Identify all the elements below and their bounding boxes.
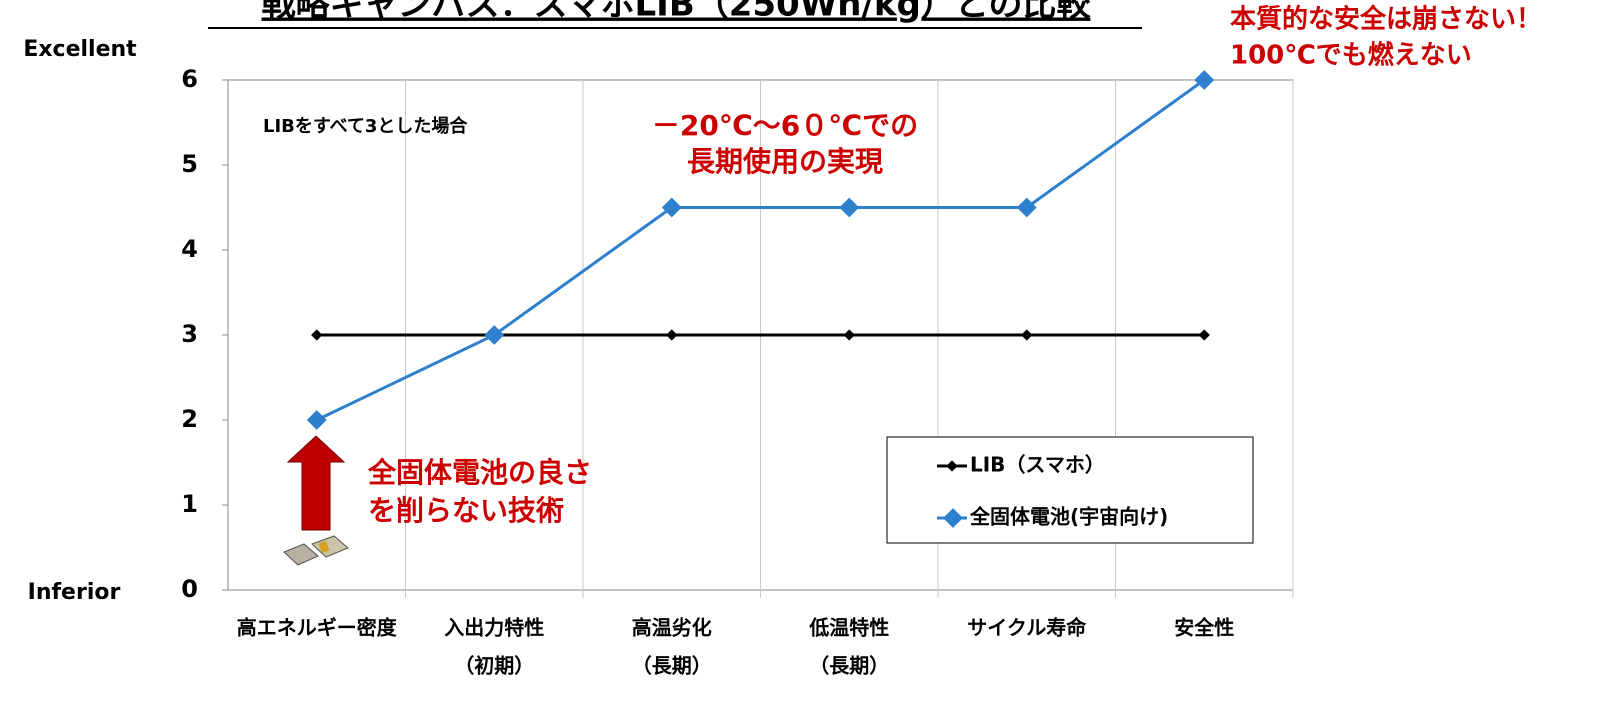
x-tick-label: 入出力特性 [444, 616, 544, 640]
annotation: 100℃でも燃えない [1230, 41, 1472, 71]
legend-label: LIB（スマホ） [970, 453, 1105, 477]
x-tick-label: 安全性 [1174, 616, 1234, 640]
point [1194, 70, 1215, 90]
annotation: を削らない技術 [368, 494, 564, 527]
x-tick-label: 低温特性 [808, 616, 889, 640]
point [306, 410, 327, 430]
x-tick-label: 高温劣化 [632, 616, 712, 640]
series-line [316, 78, 1206, 422]
battery-icon [283, 535, 349, 566]
x-tick-label: サイクル寿命 [967, 616, 1087, 640]
point [1016, 197, 1037, 218]
legend-label: 全固体電池(宇宙向け) [969, 505, 1168, 529]
point [661, 197, 682, 218]
chart-title: 戦略キャンバス：スマホLIB（250Wh/kg）との比較 [262, 0, 1092, 25]
x-tick-label: （初期） [454, 654, 534, 678]
point [839, 197, 860, 218]
annotation: －20℃～6０℃での [652, 109, 918, 142]
y-tick-label: 4 [181, 235, 198, 263]
point [843, 329, 855, 341]
y-tick-label: 3 [181, 320, 198, 348]
point [311, 329, 323, 341]
point [1198, 329, 1210, 341]
annotation: 長期使用の実現 [687, 145, 883, 178]
y-tick-label: 0 [181, 575, 198, 603]
annotation: 全固体電池の良さ [367, 456, 592, 489]
y-tick-label: 1 [181, 490, 198, 518]
point [666, 329, 678, 341]
annotation: LIBをすべて3とした場合 [263, 115, 468, 137]
y-tick-label: 6 [181, 65, 198, 93]
arrow [286, 435, 346, 531]
x-tick-label: （長期） [632, 654, 712, 678]
annotation: 本質的な安全は崩さない！ [1230, 4, 1542, 35]
legend-marker [946, 460, 958, 472]
legend-box [886, 436, 1254, 544]
y-top-label: Excellent [23, 37, 137, 62]
point [484, 325, 505, 345]
y-tick-label: 2 [181, 405, 198, 433]
x-tick-label: 高エネルギー密度 [237, 616, 398, 640]
x-tick-label: （長期） [809, 654, 889, 678]
point [1021, 329, 1033, 341]
y-tick-label: 5 [181, 150, 198, 178]
y-bottom-label: Inferior [28, 580, 121, 605]
